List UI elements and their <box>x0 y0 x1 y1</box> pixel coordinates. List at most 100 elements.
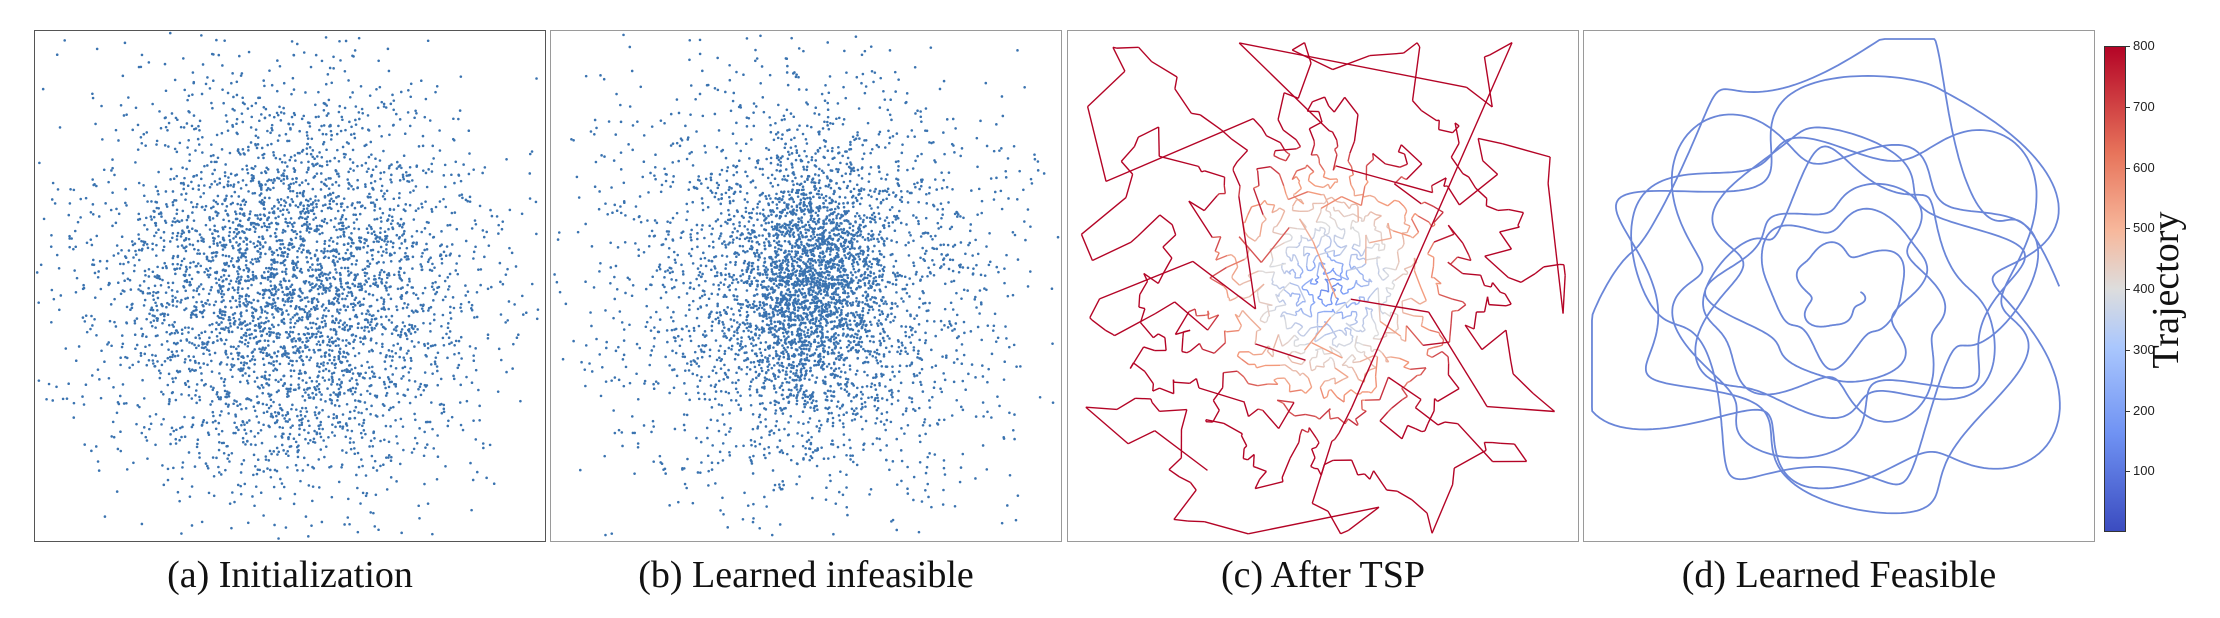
data-point <box>324 367 328 371</box>
data-point <box>314 53 318 57</box>
data-point <box>887 221 891 225</box>
data-point <box>401 306 405 310</box>
data-point <box>262 207 266 210</box>
data-point <box>328 338 331 341</box>
data-point <box>122 262 125 266</box>
data-point <box>131 302 134 306</box>
data-point <box>262 321 266 325</box>
data-point <box>305 223 308 226</box>
data-point <box>298 337 301 340</box>
data-point <box>520 212 524 216</box>
data-point <box>867 193 870 197</box>
data-point <box>284 201 288 204</box>
data-point <box>141 378 144 382</box>
data-point <box>382 105 386 108</box>
data-point <box>212 79 215 82</box>
data-point <box>276 453 279 456</box>
data-point <box>156 189 160 193</box>
data-point <box>382 300 386 304</box>
data-point <box>184 358 187 361</box>
data-point <box>211 388 215 392</box>
data-point <box>302 114 306 118</box>
data-point <box>296 255 299 259</box>
data-point <box>444 464 447 468</box>
data-point <box>535 232 538 236</box>
data-point <box>950 280 953 283</box>
data-point <box>288 432 292 436</box>
data-point <box>194 336 197 339</box>
data-point <box>417 145 421 148</box>
data-point <box>306 463 310 467</box>
data-point <box>836 205 840 208</box>
data-point <box>917 219 920 223</box>
data-point <box>191 205 195 209</box>
data-point <box>267 266 271 270</box>
data-point <box>387 274 391 277</box>
data-point <box>352 132 356 136</box>
data-point <box>223 378 227 381</box>
data-point <box>245 164 248 168</box>
data-point <box>466 290 470 293</box>
data-point <box>251 355 255 358</box>
data-point <box>410 326 414 329</box>
data-point <box>165 339 169 343</box>
data-point <box>770 225 774 229</box>
data-point <box>257 96 260 100</box>
data-point <box>310 332 314 336</box>
data-point <box>373 283 377 287</box>
data-point <box>343 369 346 372</box>
data-point <box>920 180 923 184</box>
data-point <box>328 276 332 280</box>
data-point <box>430 170 434 173</box>
data-point <box>431 144 435 148</box>
data-point <box>767 312 771 316</box>
data-point <box>245 243 249 246</box>
data-point <box>279 111 283 114</box>
data-point <box>776 136 780 140</box>
data-point <box>668 271 672 275</box>
data-point <box>866 267 869 271</box>
data-point <box>868 189 872 192</box>
data-point <box>776 445 779 449</box>
data-point <box>296 151 300 155</box>
data-point <box>286 139 289 143</box>
data-point <box>337 480 341 484</box>
data-point <box>341 297 344 301</box>
data-point <box>289 128 292 131</box>
data-point <box>136 404 139 407</box>
data-point <box>173 217 176 220</box>
data-point <box>170 288 174 292</box>
data-point <box>248 322 252 325</box>
data-point <box>950 414 954 417</box>
data-point <box>459 179 463 183</box>
data-point <box>243 214 246 217</box>
data-point <box>960 297 963 300</box>
data-point <box>182 246 186 249</box>
data-point <box>350 294 354 298</box>
data-point <box>327 353 331 356</box>
data-point <box>255 260 258 263</box>
data-point <box>734 381 738 385</box>
data-point <box>962 216 965 220</box>
data-point <box>382 250 385 253</box>
data-point <box>233 319 237 323</box>
data-point <box>296 414 299 418</box>
data-point <box>214 255 218 258</box>
data-point <box>291 177 294 181</box>
data-point <box>728 454 732 457</box>
data-point <box>428 233 432 236</box>
data-point <box>222 185 226 189</box>
data-point <box>332 55 335 59</box>
data-point <box>245 247 249 251</box>
data-point <box>382 302 385 306</box>
data-point <box>301 216 304 220</box>
data-point <box>719 281 723 284</box>
data-point <box>198 451 201 455</box>
data-point <box>271 253 274 256</box>
data-point <box>300 421 304 424</box>
data-point <box>340 266 343 270</box>
data-point <box>254 128 258 131</box>
data-point <box>321 408 324 412</box>
data-point <box>279 198 283 201</box>
data-point <box>427 258 431 261</box>
